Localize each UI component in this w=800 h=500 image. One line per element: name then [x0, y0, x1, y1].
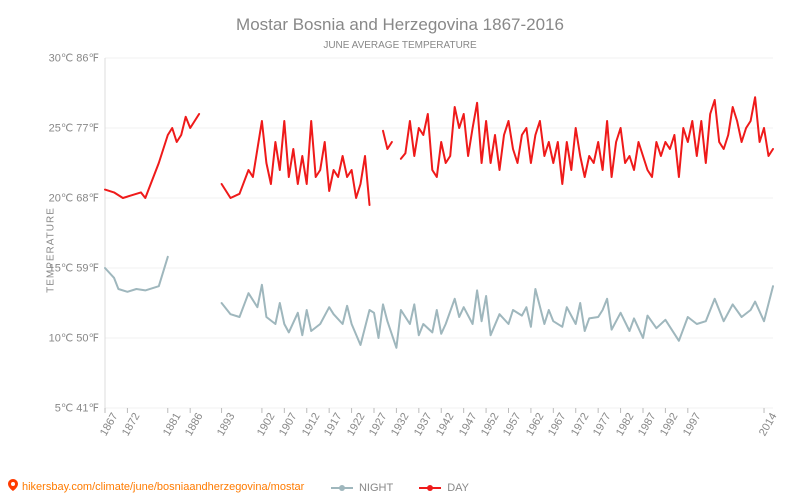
x-tick-label: 1922	[339, 408, 367, 438]
y-tick-label: 30℃ 86℉	[49, 52, 105, 65]
x-tick-label: 1917	[317, 408, 345, 438]
map-pin-icon	[8, 479, 18, 494]
series-day-line	[401, 97, 773, 184]
x-tick-label: 1947	[451, 408, 479, 438]
legend-swatch	[331, 487, 353, 489]
x-tick-label: 1992	[653, 408, 681, 438]
y-tick-label: 15℃ 59℉	[49, 262, 105, 275]
x-tick-label: 1967	[541, 408, 569, 438]
x-tick-label: 1907	[272, 408, 300, 438]
x-tick-label: 1942	[429, 408, 457, 438]
x-tick-label: 1972	[563, 408, 591, 438]
y-tick-label: 10℃ 50℉	[49, 332, 105, 345]
plot-svg	[105, 58, 773, 408]
legend-item: NIGHT	[331, 482, 393, 494]
legend-swatch	[419, 487, 441, 489]
x-tick-label: 1977	[586, 408, 614, 438]
x-tick-label: 1987	[631, 408, 659, 438]
series-day-line	[105, 114, 199, 198]
x-tick-label: 1912	[294, 408, 322, 438]
series-night-line	[105, 257, 168, 292]
y-tick-label: 20℃ 68℉	[49, 192, 105, 205]
chart-title: Mostar Bosnia and Herzegovina 1867-2016	[0, 15, 800, 35]
x-tick-label: 1982	[608, 408, 636, 438]
x-tick-label: 1937	[407, 408, 435, 438]
x-tick-label: 1997	[676, 408, 704, 438]
source-footer: hikersbay.com/climate/june/bosniaandherz…	[8, 479, 304, 494]
y-tick-label: 25℃ 77℉	[49, 122, 105, 135]
x-tick-label: 1886	[178, 408, 206, 438]
x-tick-label: 1927	[362, 408, 390, 438]
chart-subtitle: JUNE AVERAGE TEMPERATURE	[0, 40, 800, 51]
x-tick-label: 1872	[115, 408, 143, 438]
x-tick-label: 1932	[384, 408, 412, 438]
legend-label: DAY	[447, 482, 469, 494]
y-axis-label: TEMPERATURE	[45, 207, 56, 293]
x-tick-label: 1957	[496, 408, 524, 438]
plot-area: 5℃ 41℉10℃ 50℉15℃ 59℉20℃ 68℉25℃ 77℉30℃ 86…	[105, 58, 773, 408]
chart-container: Mostar Bosnia and Herzegovina 1867-2016 …	[0, 0, 800, 500]
legend-label: NIGHT	[359, 482, 393, 494]
y-tick-label: 5℃ 41℉	[55, 402, 105, 415]
x-tick-label: 1952	[474, 408, 502, 438]
x-tick-label: 1902	[250, 408, 278, 438]
x-tick-label: 2014	[752, 408, 780, 438]
x-tick-label: 1881	[156, 408, 184, 438]
source-url: hikersbay.com/climate/june/bosniaandherz…	[22, 481, 304, 493]
series-day-line	[383, 131, 392, 149]
series-day-line	[222, 121, 370, 205]
legend-item: DAY	[419, 482, 469, 494]
x-tick-label: 1893	[209, 408, 237, 438]
x-tick-label: 1962	[519, 408, 547, 438]
